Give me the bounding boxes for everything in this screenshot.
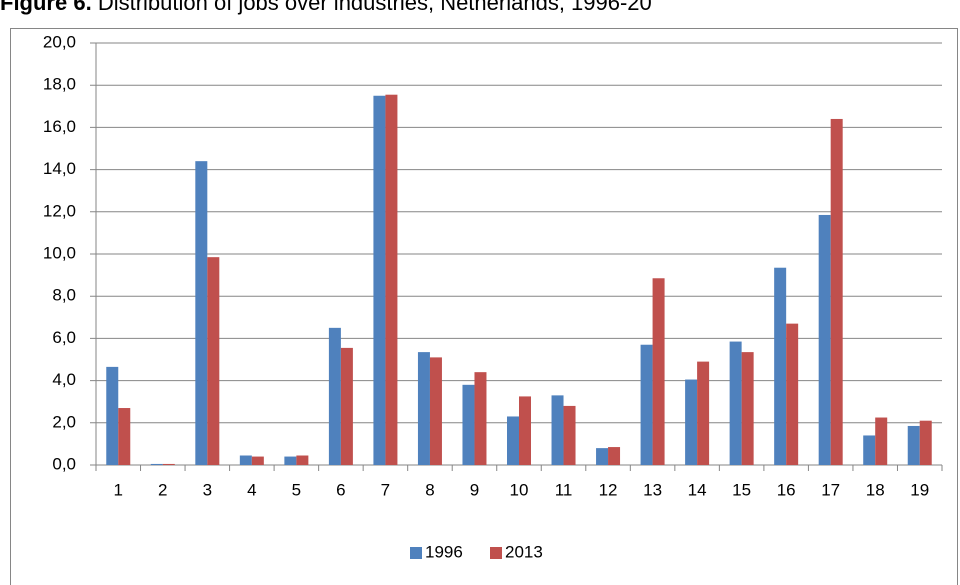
y-tick-label: 16,0 [43,117,76,136]
bar [818,214,831,465]
bar [551,395,564,465]
chart-title: Figure 6. Distribution of jobs over indu… [0,0,652,16]
bar [118,408,131,465]
bar [462,384,475,465]
legend-swatch [490,547,502,559]
y-tick-label: 0,0 [52,454,76,473]
y-tick-label: 2,0 [52,412,76,431]
x-tick-label: 13 [643,480,662,499]
x-tick-label: 11 [555,480,573,499]
y-tick-label: 8,0 [52,286,76,305]
bar [385,94,398,465]
bar [106,366,119,465]
y-tick-label: 6,0 [52,328,76,347]
x-tick-label: 15 [732,480,751,499]
x-tick-label: 17 [821,480,840,499]
bar [596,448,609,465]
x-tick-label: 16 [777,480,796,499]
bar [328,327,341,465]
bar [251,456,264,465]
bar [519,396,531,465]
x-tick-label: 19 [910,480,929,499]
x-tick-label: 18 [866,480,885,499]
bar [919,420,932,465]
bar [652,278,665,465]
bar [340,347,353,465]
bar [741,352,754,465]
bar [786,323,799,465]
y-tick-label: 14,0 [43,159,76,178]
y-tick-label: 20,0 [43,32,76,51]
bar [239,455,252,465]
x-tick-label: 8 [425,480,434,499]
y-tick-label: 4,0 [52,370,76,389]
bar [875,417,888,465]
bar [507,416,519,465]
x-tick-label: 3 [203,480,212,499]
bar [429,357,442,465]
bar [150,463,163,465]
x-tick-label: 7 [381,480,390,499]
bar [774,267,787,465]
bar [373,95,386,465]
y-tick-label: 18,0 [43,75,76,94]
bar [207,257,220,465]
y-tick-label: 10,0 [43,243,76,262]
x-tick-label: 14 [688,480,707,499]
legend-swatch [410,547,422,559]
bar [608,447,621,465]
x-tick-label: 1 [114,480,123,499]
bar [685,379,698,465]
legend-label: 1996 [425,542,463,561]
x-tick-label: 9 [470,480,479,499]
x-tick-label: 2 [158,480,167,499]
bar [474,372,487,465]
x-tick-label: 6 [336,480,345,499]
legend-label: 2013 [505,542,543,561]
y-tick-label: 12,0 [43,201,76,220]
x-tick-label: 5 [292,480,301,499]
bar [697,361,710,465]
bar [195,161,208,465]
bar [907,425,920,465]
bar [296,455,309,465]
figure-label: Figure 6. [0,0,92,15]
bar [284,456,297,465]
bar [830,118,843,466]
x-tick-label: 4 [247,480,256,499]
x-tick-label: 10 [510,480,529,499]
bar [162,463,175,465]
chart-frame [10,28,958,585]
bar [729,341,742,465]
x-tick-label: 12 [599,480,618,499]
bar [640,344,653,465]
bar [563,405,576,465]
title-text: Distribution of jobs over industries, Ne… [97,0,652,15]
bar [417,352,430,465]
bar [863,435,876,465]
